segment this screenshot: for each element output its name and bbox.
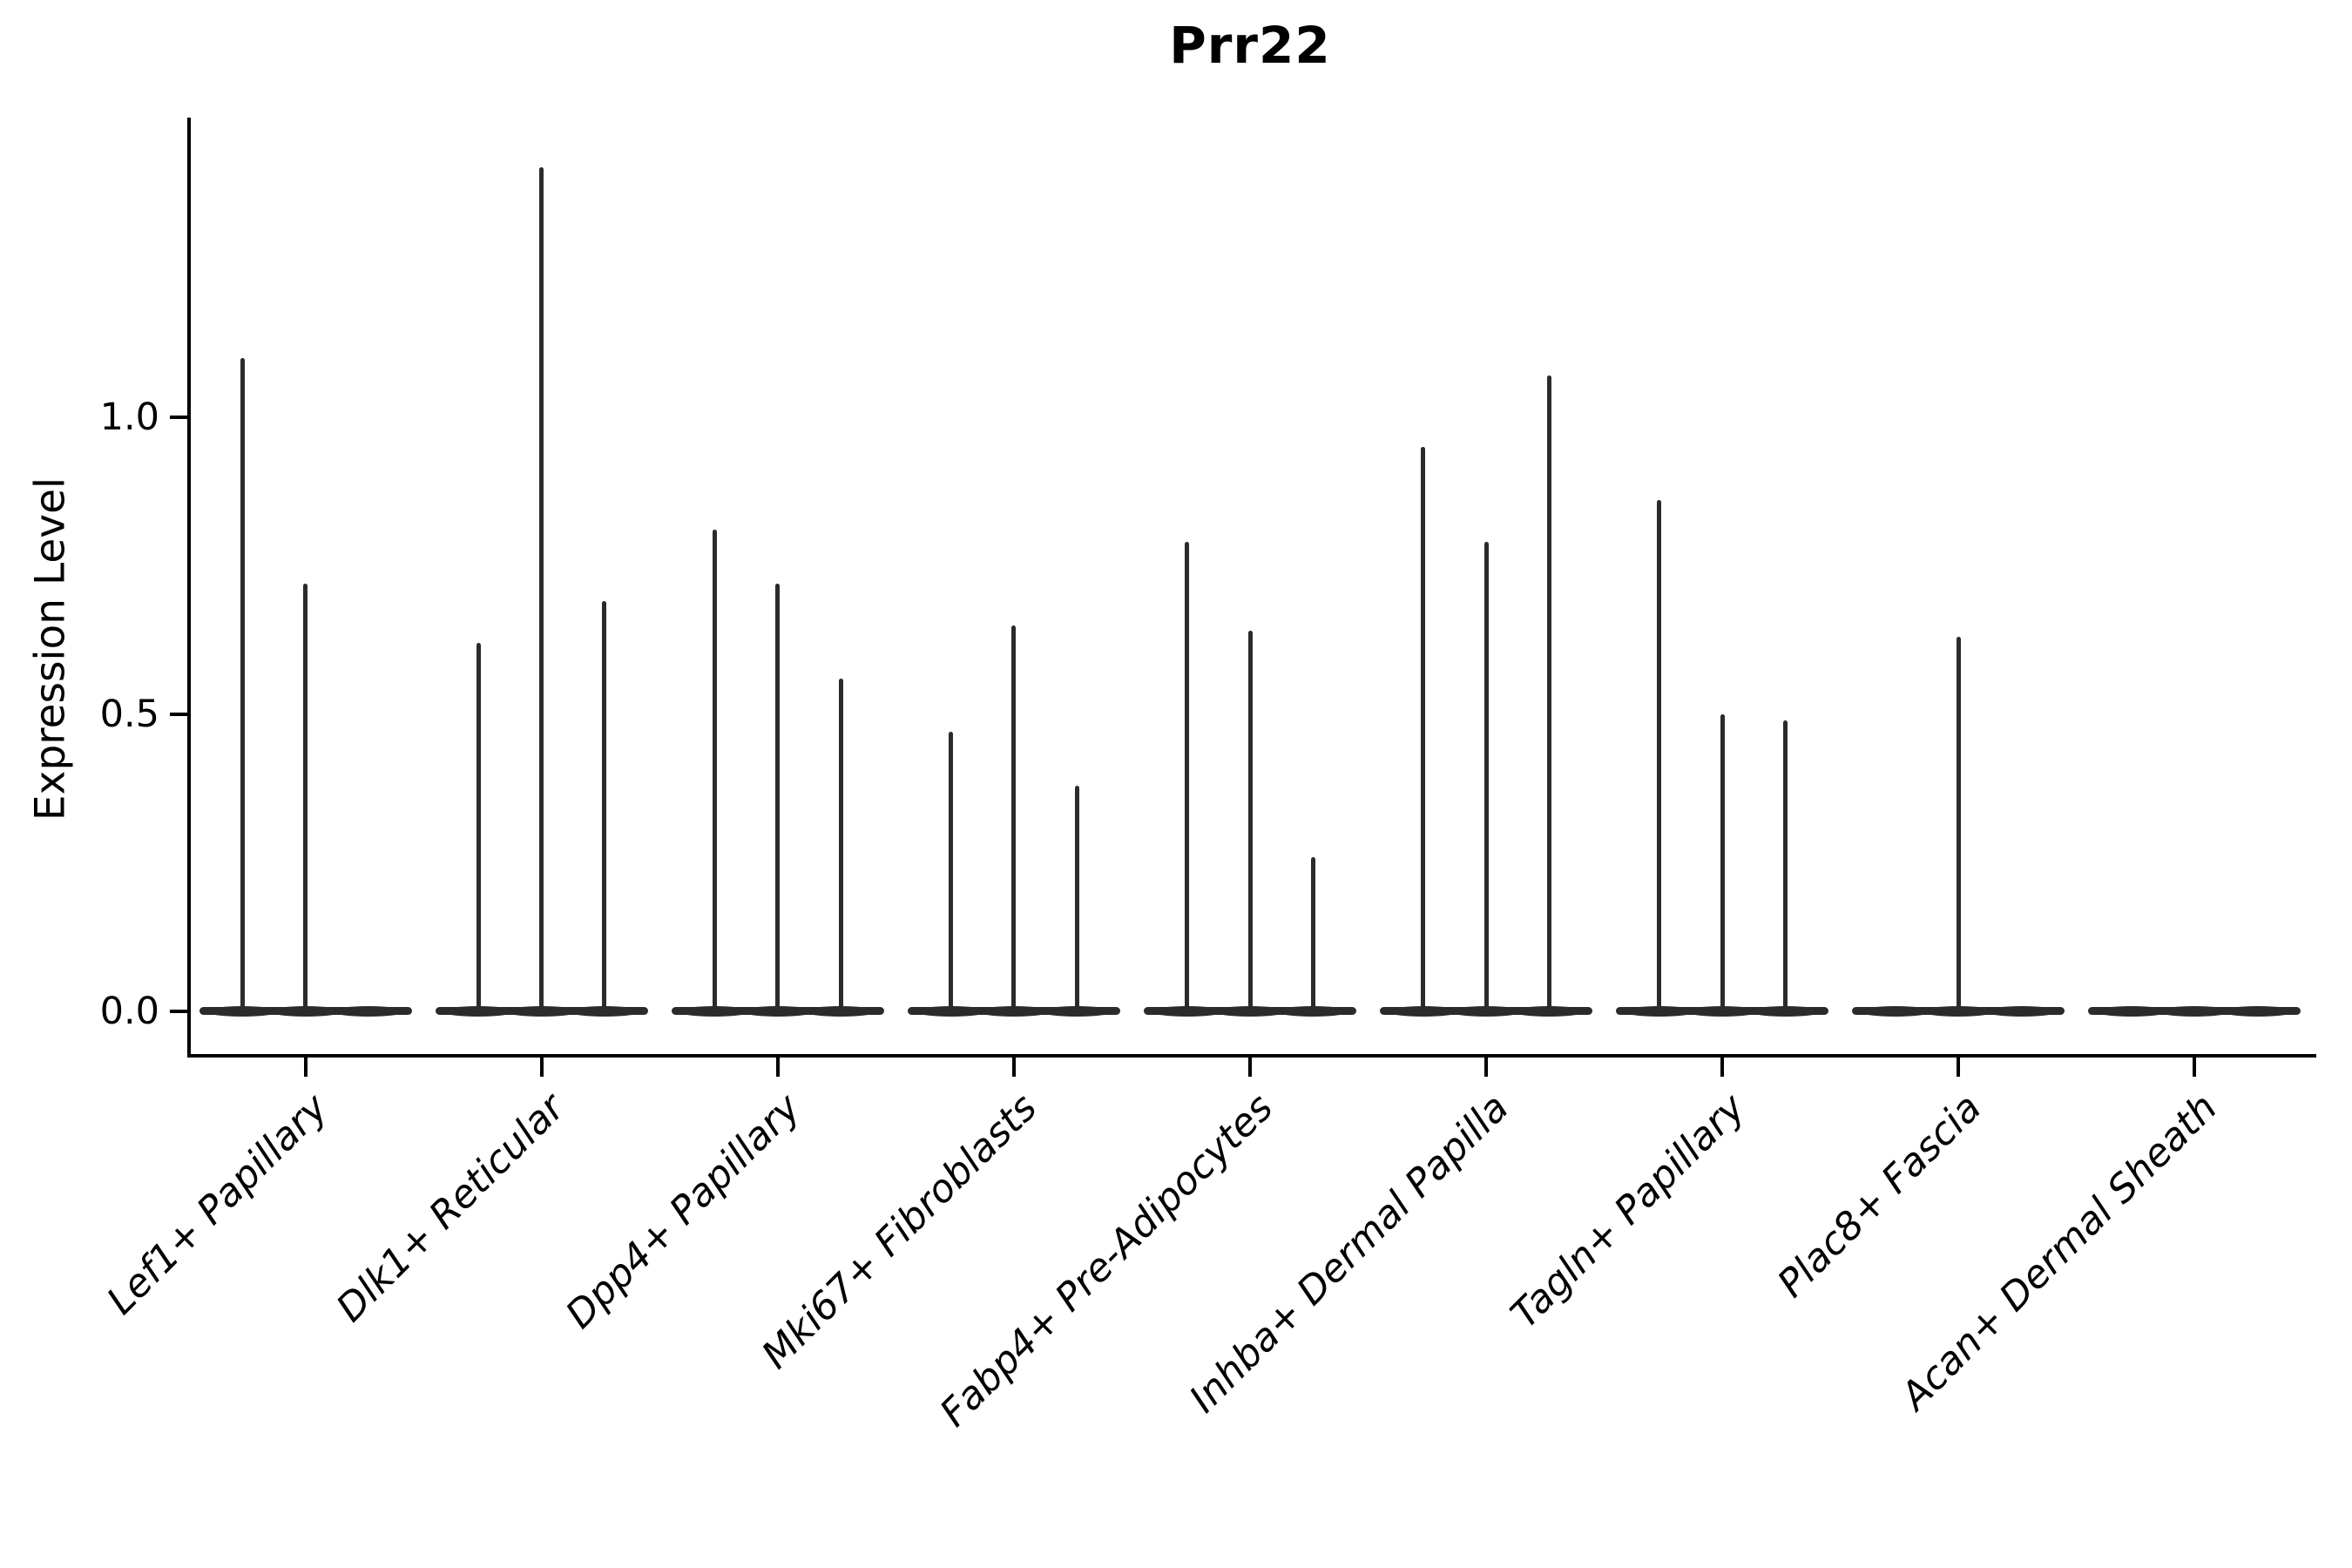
chart-title: Prr22: [1169, 16, 1331, 75]
violin-max-spike: [303, 583, 308, 1011]
y-tick-label: 1.0: [99, 395, 159, 439]
y-tick-mark: [170, 415, 187, 419]
violin-base-bump: [678, 1005, 752, 1017]
violin-base-bump: [1040, 1005, 1114, 1017]
violin-base-bump: [504, 1005, 578, 1017]
x-tick-mark: [2193, 1058, 2197, 1077]
violin-base-bump: [1622, 1005, 1696, 1017]
violin-max-spike: [1783, 720, 1788, 1011]
violin-max-spike: [712, 530, 717, 1011]
violin-base-bump: [268, 1005, 342, 1017]
violin-max-spike: [1011, 625, 1017, 1011]
x-category-label-text: Dpp4+ Papillary: [557, 1085, 809, 1338]
violin-base-bump: [977, 1005, 1051, 1017]
x-tick-mark: [303, 1058, 308, 1077]
violin-max-spike: [775, 583, 781, 1011]
violin-base-bump: [1386, 1005, 1460, 1017]
violin-max-spike: [1956, 637, 1961, 1011]
violin-max-spike: [838, 678, 843, 1011]
violin-base-bump: [804, 1005, 878, 1017]
x-category-label-text: Tagln+ Papillary: [1502, 1085, 1754, 1337]
violin-max-spike: [602, 601, 607, 1011]
violin-base-bump: [1213, 1005, 1287, 1017]
violin-base-bump: [1922, 1005, 1996, 1017]
violin-max-spike: [1247, 631, 1253, 1011]
violin-max-spike: [240, 357, 245, 1011]
violin-base-bump: [1450, 1005, 1524, 1017]
violin-max-spike: [949, 732, 954, 1011]
violin-base-bump: [331, 1005, 405, 1017]
violin-base-bump: [1276, 1005, 1350, 1017]
x-category-label-text: Dlk1+ Reticular: [328, 1085, 573, 1331]
violin-max-spike: [1421, 446, 1426, 1011]
y-tick-mark: [170, 1009, 187, 1013]
violin-base-bump: [2220, 1005, 2295, 1017]
x-tick-mark: [1957, 1058, 1961, 1077]
violin-max-spike: [476, 642, 481, 1011]
x-tick-mark: [1011, 1058, 1016, 1077]
violin-max-spike: [1720, 713, 1725, 1011]
violin-base-bump: [740, 1005, 814, 1017]
y-tick-label: 0.0: [99, 989, 159, 1033]
violin-base-bump: [1984, 1005, 2058, 1017]
violin-base-bump: [442, 1005, 516, 1017]
x-category-label-text: Plac8+ Fascia: [1769, 1085, 1990, 1307]
violin-base-bump: [2095, 1005, 2169, 1017]
violin-base-bump: [1748, 1005, 1822, 1017]
violin-max-spike: [1546, 375, 1551, 1011]
x-tick-mark: [539, 1058, 544, 1077]
violin-base-bump: [1512, 1005, 1586, 1017]
violin-max-spike: [1185, 542, 1190, 1011]
violin-base-bump: [1686, 1005, 1760, 1017]
violin-max-spike: [1074, 785, 1079, 1011]
violin-max-spike: [1657, 500, 1662, 1011]
violin-base-bump: [2158, 1005, 2232, 1017]
violin-max-spike: [1484, 542, 1489, 1011]
violin-base-bump: [567, 1005, 641, 1017]
violin-max-spike: [1310, 856, 1315, 1011]
x-tick-mark: [1720, 1058, 1725, 1077]
y-axis-label: Expression Level: [26, 476, 75, 821]
violin-base-bump: [1859, 1005, 1933, 1017]
violin-base-bump: [1150, 1005, 1224, 1017]
plot-area: [187, 118, 2316, 1058]
x-tick-mark: [1248, 1058, 1252, 1077]
violin-base-bump: [206, 1005, 280, 1017]
x-tick-mark: [1484, 1058, 1489, 1077]
y-tick-mark: [170, 712, 187, 716]
y-tick-label: 0.5: [99, 692, 159, 736]
x-category-label-text: Lef1+ Papillary: [98, 1085, 337, 1324]
violin-max-spike: [539, 167, 544, 1011]
violin-base-bump: [914, 1005, 988, 1017]
x-tick-mark: [775, 1058, 780, 1077]
